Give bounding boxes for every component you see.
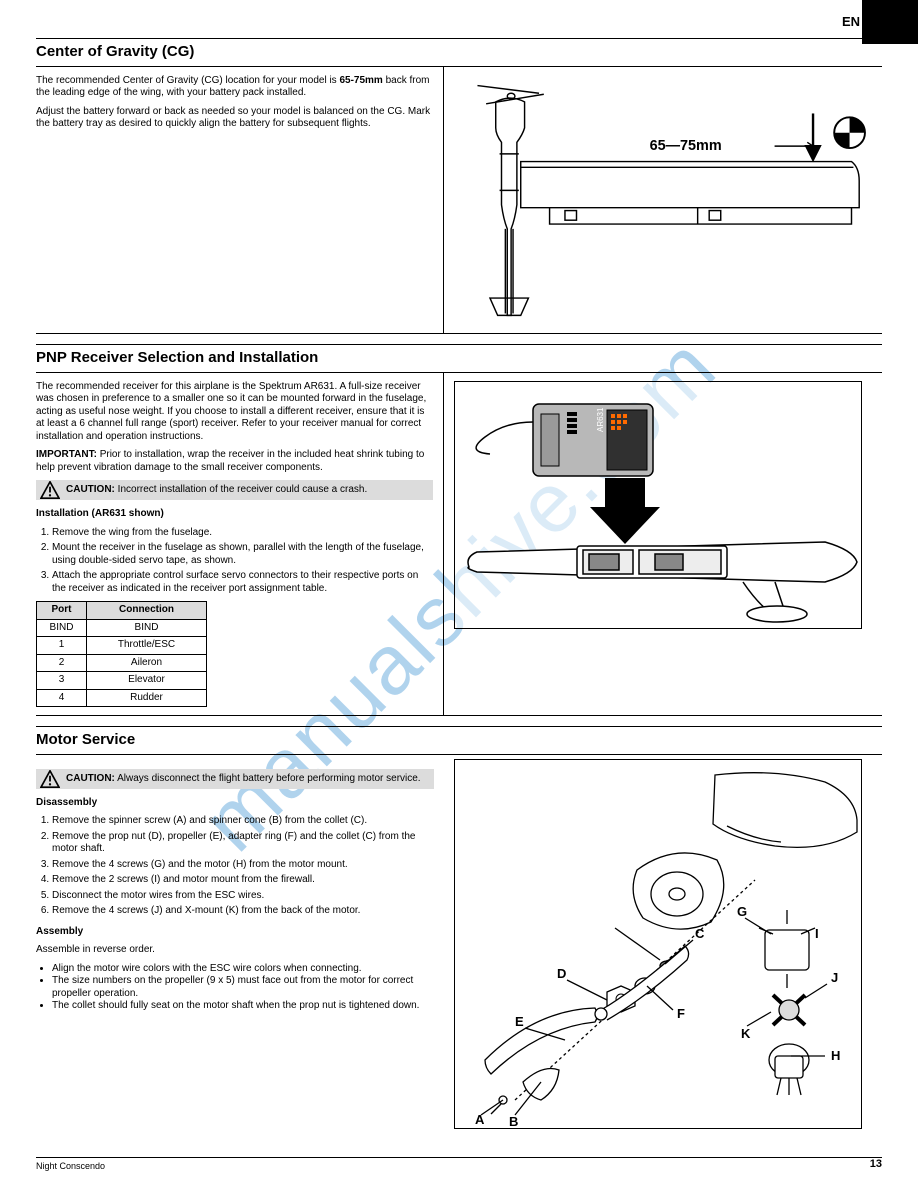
rx-row: The recommended receiver for this airpla… xyxy=(36,373,882,717)
motor-caution-text: Always disconnect the flight battery bef… xyxy=(115,773,421,784)
rx-note-label: IMPORTANT: xyxy=(36,449,97,460)
rx-frame: AR631 xyxy=(454,381,862,629)
assembly-heading: Assembly xyxy=(36,926,434,939)
d-step2: Remove the 4 screws (G) and the motor (H… xyxy=(52,859,434,872)
cg-svg: 65—75mm xyxy=(454,75,874,325)
t-r2c0: 2 xyxy=(37,654,87,672)
rx-svg: AR631 xyxy=(455,382,863,630)
rx-caution-label: CAUTION: xyxy=(66,484,115,495)
cg-row: The recommended Center of Gravity (CG) l… xyxy=(36,67,882,334)
a-b1: The size numbers on the propeller (9 x 5… xyxy=(52,975,434,1000)
rx-step-2: Mount the receiver in the fuselage as sh… xyxy=(52,542,433,567)
rx-caution-bar: CAUTION: Incorrect installation of the r… xyxy=(36,480,433,500)
motor-figure: A B C D E F G H K J I xyxy=(444,755,882,1137)
lbl-C: C xyxy=(695,926,705,941)
cg-text: The recommended Center of Gravity (CG) l… xyxy=(36,67,444,333)
lbl-D: D xyxy=(557,966,566,981)
t-r4c1: Rudder xyxy=(87,689,207,707)
assembly-bullets: Align the motor wire colors with the ESC… xyxy=(36,963,434,1013)
t-r3c1: Elevator xyxy=(87,672,207,690)
rx-note: IMPORTANT: Prior to installation, wrap t… xyxy=(36,449,433,474)
page-content: Center of Gravity (CG) The recommended C… xyxy=(0,0,918,1188)
cg-p1-prefix: The recommended Center of Gravity (CG) l… xyxy=(36,75,339,86)
lbl-G: G xyxy=(737,904,747,919)
cg-para1: The recommended Center of Gravity (CG) l… xyxy=(36,75,433,100)
t-r2c1: Aileron xyxy=(87,654,207,672)
t-r3c0: 3 xyxy=(37,672,87,690)
caution-icon xyxy=(40,770,60,788)
rx-caution-text: Incorrect installation of the receiver c… xyxy=(115,484,367,495)
cg-para2: Adjust the battery forward or back as ne… xyxy=(36,106,433,131)
rx-text: The recommended receiver for this airpla… xyxy=(36,373,444,716)
lbl-A: A xyxy=(475,1112,485,1127)
lbl-K: K xyxy=(741,1026,751,1041)
motor-row: CAUTION: Always disconnect the flight ba… xyxy=(36,755,882,1137)
a-b0: Align the motor wire colors with the ESC… xyxy=(52,963,434,976)
lbl-E: E xyxy=(515,1014,524,1029)
motor-caution-bar: CAUTION: Always disconnect the flight ba… xyxy=(36,769,434,789)
motor-caution-label: CAUTION: xyxy=(66,773,115,784)
rx-install-heading: Installation (AR631 shown) xyxy=(36,508,433,521)
motor-text: CAUTION: Always disconnect the flight ba… xyxy=(36,755,444,1137)
d-step3: Remove the 2 screws (I) and motor mount … xyxy=(52,874,434,887)
motor-heading: Motor Service xyxy=(36,726,882,755)
svg-text:AR631: AR631 xyxy=(596,406,605,431)
lbl-B: B xyxy=(509,1114,518,1129)
rx-th-port: Port xyxy=(37,602,87,620)
assembly-para: Assemble in reverse order. xyxy=(36,944,434,957)
t-r1c0: 1 xyxy=(37,637,87,655)
rx-caution-inline: CAUTION: Incorrect installation of the r… xyxy=(66,484,367,497)
lbl-F: F xyxy=(677,1006,685,1021)
t-r4c0: 4 xyxy=(37,689,87,707)
cg-figure: 65—75mm xyxy=(444,67,882,333)
cg-dim-label: 65—75mm xyxy=(650,138,722,154)
d-step5: Remove the 4 screws (J) and X-mount (K) … xyxy=(52,905,434,918)
d-step1: Remove the prop nut (D), propeller (E), … xyxy=(52,831,434,856)
motor-caution-inline: CAUTION: Always disconnect the flight ba… xyxy=(66,773,421,786)
rx-heading: PNP Receiver Selection and Installation xyxy=(36,344,882,373)
lbl-I: I xyxy=(815,926,819,941)
rx-step-3: Attach the appropriate control surface s… xyxy=(52,570,433,595)
cg-p1-range: 65-75mm xyxy=(339,75,382,86)
motor-svg: A B C D E F G H K J I xyxy=(455,760,863,1130)
rx-port-table: Port Connection BINDBIND 1Throttle/ESC 2… xyxy=(36,601,207,707)
lbl-H: H xyxy=(831,1048,840,1063)
rx-step-1: Remove the wing from the fuselage. xyxy=(52,527,433,540)
a-b2: The collet should fully seat on the moto… xyxy=(52,1000,434,1013)
lbl-J: J xyxy=(831,970,838,985)
disassembly-steps: Remove the spinner screw (A) and spinner… xyxy=(36,815,434,918)
rx-th-conn: Connection xyxy=(87,602,207,620)
rx-steps: Remove the wing from the fuselage. Mount… xyxy=(36,527,433,596)
caution-icon xyxy=(40,481,60,499)
d-step4: Disconnect the motor wires from the ESC … xyxy=(52,890,434,903)
motor-frame: A B C D E F G H K J I xyxy=(454,759,862,1129)
t-r1c1: Throttle/ESC xyxy=(87,637,207,655)
d-step0: Remove the spinner screw (A) and spinner… xyxy=(52,815,434,828)
rx-para1: The recommended receiver for this airpla… xyxy=(36,381,433,444)
cg-heading: Center of Gravity (CG) xyxy=(36,38,882,67)
disassembly-heading: Disassembly xyxy=(36,797,434,810)
rx-figure: AR631 xyxy=(444,373,882,716)
t-r0c1: BIND xyxy=(87,619,207,637)
t-r0c0: BIND xyxy=(37,619,87,637)
